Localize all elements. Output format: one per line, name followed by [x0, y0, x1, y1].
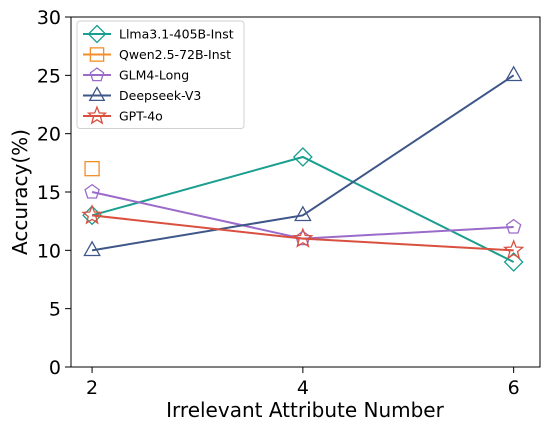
data-point-star: [81, 204, 103, 225]
legend-label: GLM4-Long: [119, 68, 189, 83]
plot-area: [81, 65, 525, 272]
y-tick-label: 5: [49, 299, 61, 321]
data-point-diamond: [292, 147, 313, 167]
legend-label: Llma3.1-405B-Inst: [119, 27, 234, 42]
legend-item-glm4-long: GLM4-Long: [83, 67, 189, 83]
legend-marker-triangle: [88, 86, 106, 101]
legend-item-qwen2-5-72b-inst: Qwen2.5-72B-Inst: [83, 47, 231, 62]
y-tick-label: 15: [37, 182, 61, 204]
axes: 0 5 10 15 20 25 30 2 4 6: [37, 7, 541, 399]
data-point-triangle: [504, 65, 523, 82]
y-tick-label: 30: [37, 7, 61, 29]
legend-label: GPT-4o: [119, 109, 163, 124]
y-tick-label: 0: [49, 357, 61, 379]
legend-marker-square: [89, 47, 105, 62]
legend-box: [76, 20, 245, 129]
x-axis-label: Irrelevant Attribute Number: [166, 398, 444, 422]
legend: Llma3.1-405B-Inst Qwen2.5-72B-Inst GLM4-Lo…: [76, 20, 245, 129]
legend-item-deepseek-v3: Deepseek-V3: [83, 86, 201, 103]
y-tick-label: 10: [37, 240, 61, 262]
series-line: [91, 155, 515, 263]
series-line: [91, 214, 514, 252]
legend-item-gpt-4o: GPT-4o: [83, 105, 163, 125]
data-point-star: [292, 227, 314, 248]
y-axis-label: Accuracy(%): [8, 129, 32, 255]
x-tick-label: 6: [508, 377, 520, 399]
series-llma3-1-405b-inst: [82, 147, 524, 272]
series-gpt-4o: [81, 204, 525, 260]
data-point-pentagon: [505, 218, 522, 234]
x-tick-label: 2: [86, 377, 98, 399]
data-point-square: [84, 160, 100, 177]
data-point-star: [502, 239, 525, 260]
legend-label: Deepseek-V3: [119, 88, 201, 103]
data-point-pentagon: [84, 183, 100, 199]
x-tick-label: 4: [297, 377, 309, 399]
series-qwen2-5-72b-inst: [84, 160, 100, 177]
y-tick-label: 25: [37, 65, 61, 87]
legend-marker-pentagon: [89, 67, 105, 82]
legend-label: Qwen2.5-72B-Inst: [119, 47, 231, 62]
legend-marker-star: [86, 105, 108, 125]
y-tick-label: 20: [37, 124, 61, 146]
legend-item-llma3-1-405b-inst: Llma3.1-405B-Inst: [83, 24, 234, 44]
series-deepseek-v3: [83, 65, 523, 257]
legend-marker-diamond: [87, 24, 107, 44]
data-point-triangle: [83, 240, 101, 257]
data-point-triangle: [294, 205, 312, 222]
series-line: [91, 74, 515, 252]
